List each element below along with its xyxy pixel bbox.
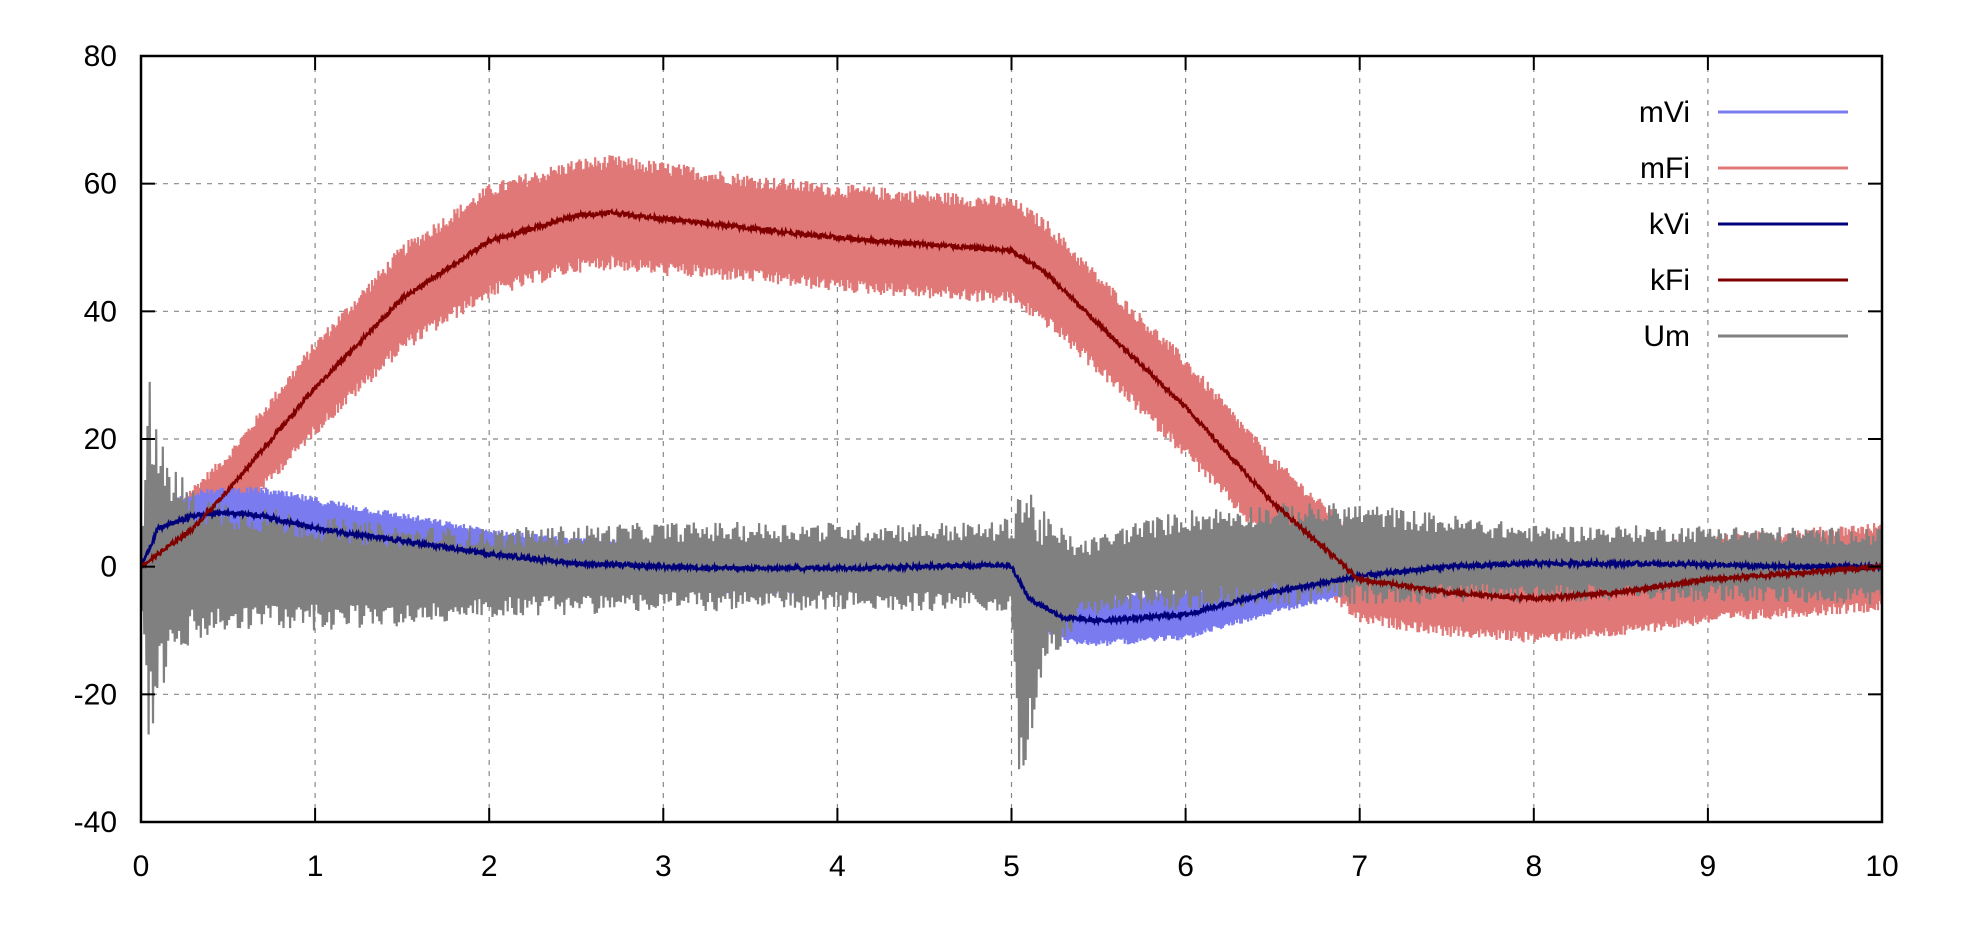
y-tick-label: 20 bbox=[84, 423, 117, 456]
y-tick-label: 40 bbox=[84, 295, 117, 328]
legend-item-kvi: kVi bbox=[1649, 208, 1848, 241]
x-tick-label: 4 bbox=[829, 850, 846, 883]
series-kfi-line bbox=[141, 208, 1882, 605]
legend-label: kFi bbox=[1650, 264, 1690, 297]
x-tick-label: 6 bbox=[1177, 850, 1194, 883]
grid bbox=[141, 56, 1882, 822]
x-tick-label: 7 bbox=[1351, 850, 1368, 883]
legend-label: kVi bbox=[1649, 208, 1690, 241]
series-mfi-line bbox=[141, 155, 1882, 643]
x-tick-label: 5 bbox=[1003, 850, 1020, 883]
y-tick-label: -40 bbox=[74, 806, 117, 839]
legend-item-mvi: mVi bbox=[1639, 96, 1848, 129]
x-tick-label: 8 bbox=[1525, 850, 1542, 883]
plot-area bbox=[141, 155, 1882, 770]
x-tick-label: 3 bbox=[655, 850, 672, 883]
legend-item-kfi: kFi bbox=[1650, 264, 1848, 297]
series-um-line bbox=[141, 381, 1882, 770]
y-tick-label: 80 bbox=[84, 40, 117, 73]
series-kvi-line bbox=[141, 506, 1882, 627]
x-axis-tick-labels: 0 1 2 3 4 5 6 7 8 9 10 bbox=[133, 850, 1899, 883]
x-tick-label: 9 bbox=[1700, 850, 1717, 883]
legend-label: Um bbox=[1643, 320, 1690, 353]
legend-item-um: Um bbox=[1643, 320, 1848, 353]
x-tick-label: 10 bbox=[1865, 850, 1898, 883]
y-tick-label: 60 bbox=[84, 168, 117, 201]
legend-item-mfi: mFi bbox=[1640, 152, 1848, 185]
legend: mVi mFi kVi kFi Um bbox=[1639, 96, 1848, 353]
x-tick-label: 2 bbox=[481, 850, 498, 883]
x-tick-label: 0 bbox=[133, 850, 150, 883]
x-tick-label: 1 bbox=[307, 850, 324, 883]
y-tick-label: 0 bbox=[100, 551, 117, 584]
y-axis-tick-labels: -40 -20 0 20 40 60 80 bbox=[74, 40, 117, 839]
legend-label: mVi bbox=[1639, 96, 1690, 129]
y-tick-label: -20 bbox=[74, 678, 117, 711]
legend-label: mFi bbox=[1640, 152, 1690, 185]
axis-ticks bbox=[140, 55, 1883, 823]
